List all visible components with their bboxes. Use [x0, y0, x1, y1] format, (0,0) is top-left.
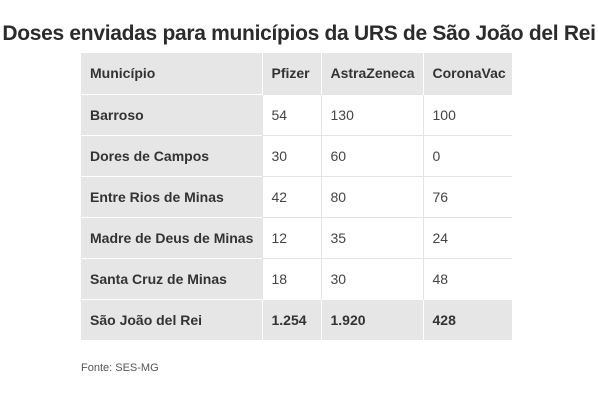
astrazeneca-cell: 130 [320, 93, 423, 135]
astrazeneca-cell: 1.920 [320, 298, 423, 340]
astrazeneca-cell: 60 [320, 134, 423, 176]
astrazeneca-cell: 80 [320, 175, 423, 217]
astrazeneca-cell: 35 [320, 216, 423, 258]
table-row: Santa Cruz de Minas 18 30 48 [81, 257, 512, 299]
table-row: Entre Rios de Minas 42 80 76 [81, 175, 512, 217]
pfizer-cell: 18 [261, 257, 321, 299]
municipio-cell: Entre Rios de Minas [81, 175, 262, 217]
pfizer-cell: 42 [261, 175, 321, 217]
source-note: Fonte: SES-MG [81, 362, 159, 374]
doses-table: Município Pfizer AstraZeneca CoronaVac B… [81, 53, 512, 340]
table-row: Barroso 54 130 100 [81, 93, 512, 135]
coronavac-cell: 48 [422, 257, 512, 299]
column-header-pfizer: Pfizer [261, 53, 321, 94]
pfizer-cell: 1.254 [261, 298, 321, 340]
column-header-coronavac: CoronaVac [422, 53, 512, 94]
chart-title: Doses enviadas para municípios da URS de… [2, 22, 596, 45]
municipio-cell: Santa Cruz de Minas [81, 257, 262, 299]
pfizer-cell: 30 [261, 134, 321, 176]
municipio-cell: Barroso [81, 93, 262, 135]
column-header-astrazeneca: AstraZeneca [320, 53, 423, 94]
astrazeneca-cell: 30 [320, 257, 423, 299]
coronavac-cell: 428 [422, 298, 512, 340]
coronavac-cell: 24 [422, 216, 512, 258]
coronavac-cell: 76 [422, 175, 512, 217]
table-row-total: São João del Rei 1.254 1.920 428 [81, 298, 512, 340]
coronavac-cell: 100 [422, 93, 512, 135]
column-header-municipio: Município [81, 53, 262, 94]
municipio-cell: Dores de Campos [81, 134, 262, 176]
pfizer-cell: 54 [261, 93, 321, 135]
table-header-row: Município Pfizer AstraZeneca CoronaVac [81, 53, 512, 94]
table-row: Dores de Campos 30 60 0 [81, 134, 512, 176]
table-row: Madre de Deus de Minas 12 35 24 [81, 216, 512, 258]
municipio-cell: Madre de Deus de Minas [81, 216, 262, 258]
coronavac-cell: 0 [422, 134, 512, 176]
municipio-cell: São João del Rei [81, 298, 262, 340]
pfizer-cell: 12 [261, 216, 321, 258]
